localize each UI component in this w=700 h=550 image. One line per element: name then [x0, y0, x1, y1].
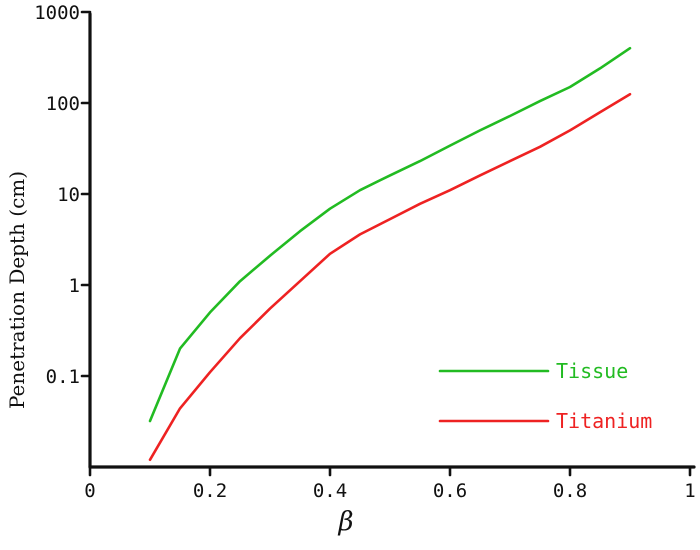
- y-tick-label: 10: [57, 184, 80, 206]
- legend-label-tissue: Tissue: [556, 359, 628, 383]
- axes: [88, 12, 696, 469]
- series-line-titanium: [148, 92, 632, 462]
- legend-label-titanium: Titanium: [556, 409, 652, 433]
- legend: Tissue Titanium: [438, 359, 652, 433]
- series-group: [148, 46, 632, 462]
- x-tick-label: 0.8: [553, 480, 587, 502]
- y-tick-label: 100: [46, 93, 80, 115]
- y-axis-title: Penetration Depth (cm): [5, 171, 29, 409]
- tick-group: 0 0.2 0.4 0.6 0.8 1 0.1 1 10 100 1000: [34, 2, 695, 502]
- x-axis-title: β: [337, 507, 353, 537]
- series-line-tissue: [148, 46, 632, 423]
- y-tick-label: 1: [69, 275, 80, 297]
- x-tick-label: 0.6: [433, 480, 467, 502]
- y-tick-label: 1000: [34, 2, 80, 24]
- y-tick-label: 0.1: [46, 366, 80, 388]
- x-tick-label: 0.2: [193, 480, 227, 502]
- x-tick-label: 0: [84, 480, 95, 502]
- x-tick-label: 1: [684, 480, 695, 502]
- x-tick-label: 0.4: [313, 480, 347, 502]
